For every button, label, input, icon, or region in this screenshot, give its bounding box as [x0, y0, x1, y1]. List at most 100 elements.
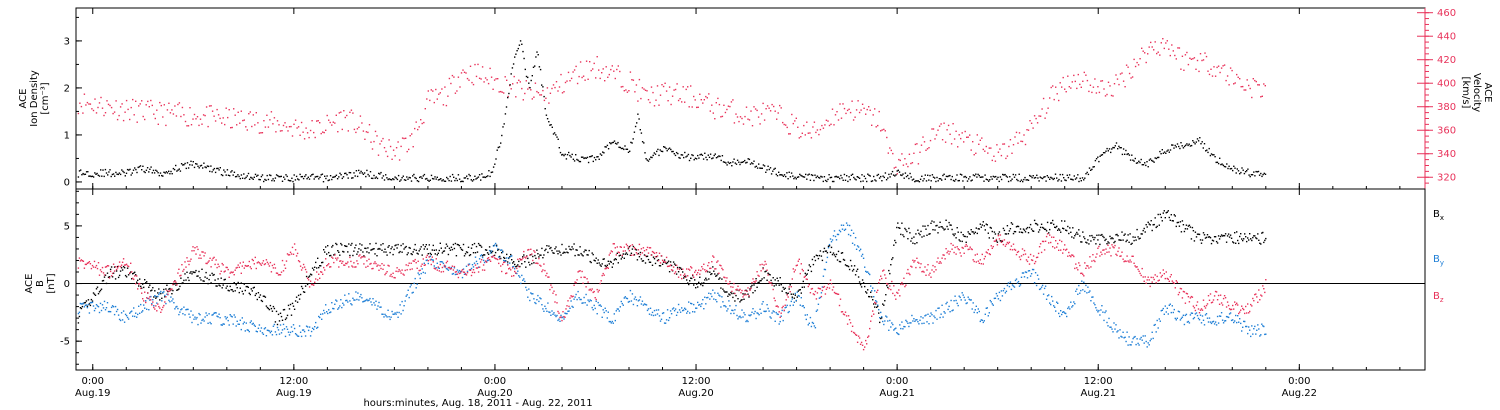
bx-point [670, 264, 673, 267]
density-point [272, 178, 274, 180]
by-point [727, 308, 729, 310]
density-point [883, 176, 885, 179]
bx-point [917, 229, 919, 231]
density-point [975, 173, 977, 175]
by-point [487, 259, 490, 261]
bz-point [505, 272, 507, 275]
velocity-point [267, 126, 270, 128]
density-point [503, 123, 505, 125]
density-point [362, 173, 365, 175]
bx-point [1245, 236, 1247, 238]
density-point [460, 180, 462, 183]
bx-point [146, 281, 148, 283]
bz-point [634, 248, 637, 250]
by-point [320, 313, 322, 315]
bx-point [659, 265, 662, 267]
density-point [815, 176, 817, 179]
bz-point [428, 256, 430, 258]
bx-point [158, 288, 160, 290]
bz-point [435, 258, 437, 260]
velocity-point [868, 106, 870, 108]
bz-point [567, 300, 569, 302]
density-point [523, 57, 525, 60]
density-point [616, 143, 618, 145]
velocity-point [628, 90, 630, 92]
velocity-point [548, 102, 550, 104]
velocity-point [101, 107, 104, 109]
density-point [509, 84, 511, 86]
density-point [930, 180, 932, 182]
density-point [565, 158, 568, 160]
density-point [911, 179, 914, 181]
bz-point [239, 262, 241, 264]
bz-point [374, 261, 376, 263]
by-point [640, 303, 643, 305]
velocity-point [266, 114, 268, 116]
by-point [1159, 320, 1161, 322]
bx-point [1026, 226, 1029, 229]
density-point [887, 177, 889, 179]
bz-point [768, 281, 770, 283]
by-point [261, 332, 264, 334]
bz-point [241, 265, 243, 267]
bx-point [1162, 212, 1164, 214]
by-point [102, 307, 105, 309]
by-point [546, 310, 548, 312]
bx-point [835, 253, 838, 256]
velocity-point [436, 98, 438, 100]
bz-point [547, 276, 549, 278]
density-point [992, 175, 994, 178]
velocity-point [427, 90, 429, 92]
b-tick-label: 5 [64, 221, 70, 232]
by-point [221, 324, 223, 326]
bx-point [503, 256, 505, 259]
bx-point [754, 290, 756, 292]
bx-point [887, 286, 889, 289]
velocity-point [347, 130, 349, 132]
by-point [193, 318, 195, 320]
velocity-point [1175, 58, 1177, 60]
density-point [1104, 152, 1106, 154]
bz-point [78, 257, 81, 259]
velocity-point [646, 90, 648, 92]
velocity-point [306, 132, 309, 134]
density-point [1059, 173, 1061, 176]
velocity-point [883, 128, 885, 131]
bz-point [535, 262, 537, 264]
bz-point [211, 259, 213, 261]
velocity-point [98, 102, 101, 104]
density-point [1111, 148, 1113, 150]
bx-point [247, 286, 249, 288]
velocity-point [316, 120, 318, 122]
by-point [647, 308, 650, 310]
density-point [1031, 176, 1033, 179]
bx-point [486, 252, 489, 254]
bz-point [151, 304, 153, 306]
by-point [1191, 312, 1194, 314]
by-point [663, 322, 666, 324]
by-point [710, 293, 712, 295]
density-point [1083, 179, 1085, 181]
bx-point [521, 263, 523, 265]
velocity-point [1107, 81, 1110, 83]
bz-point [93, 260, 96, 263]
velocity-point [1166, 40, 1168, 42]
by-point [1017, 280, 1020, 283]
velocity-point [1255, 80, 1257, 83]
bz-point [293, 243, 296, 245]
by-point [442, 262, 445, 265]
bz-point [340, 260, 342, 262]
density-point [1134, 157, 1136, 160]
bz-point [564, 316, 566, 318]
by-point [1107, 325, 1109, 327]
density-point [1081, 177, 1084, 179]
bx-point [328, 251, 330, 254]
by-point [232, 323, 234, 325]
velocity-point [208, 105, 211, 107]
bx-point [177, 289, 179, 291]
bx-point [1179, 221, 1182, 223]
by-point [965, 302, 967, 305]
bx-point [478, 244, 481, 246]
velocity-point [107, 103, 110, 106]
